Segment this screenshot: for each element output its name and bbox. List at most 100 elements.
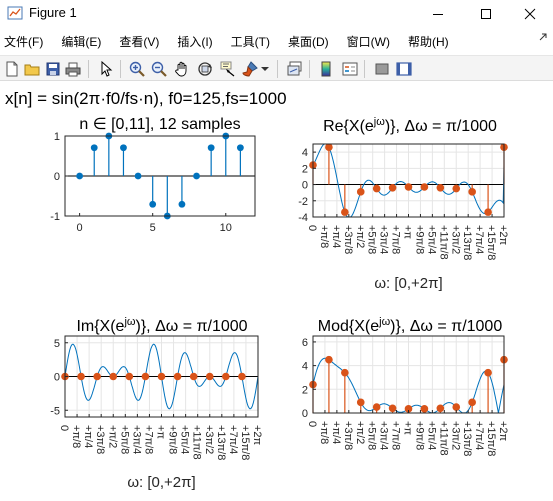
figure-canvas[interactable]: x[n] = sin(2π·f0/fs·n), f0=125,fs=1000 n… [0, 82, 553, 501]
stem-marker [157, 372, 166, 381]
stem-marker [205, 372, 214, 381]
maximize-button[interactable] [463, 0, 509, 27]
x-tick-label: +π/2 [354, 225, 366, 248]
toolbar-separator [120, 60, 121, 78]
stem-marker [372, 184, 381, 193]
save-button[interactable] [43, 59, 63, 79]
x-tick-label: +13π/8 [461, 225, 473, 260]
menu-window[interactable]: 窗口(W) [346, 34, 390, 49]
x-tick-label: +π/4 [82, 425, 94, 448]
menu-edit[interactable]: 编辑(E) [61, 34, 102, 49]
dock-arrow-icon[interactable] [538, 32, 548, 42]
menu-file[interactable]: 文件(F) [4, 34, 44, 49]
print-button[interactable] [63, 59, 83, 79]
rotate-3d-icon [198, 62, 212, 76]
menu-desktop[interactable]: 桌面(D) [287, 34, 329, 49]
toolbar-separator [364, 60, 365, 78]
y-tick-label: 5 [54, 338, 60, 350]
stem-marker [484, 368, 492, 377]
show-plot-tools-icon [396, 62, 412, 76]
x-tick-label: +9π/8 [413, 225, 425, 254]
zoom-in-button[interactable] [127, 59, 147, 79]
stem-marker [436, 404, 445, 413]
y-tick-label: -2 [298, 196, 308, 208]
x-tick-label: +3π/4 [378, 225, 390, 254]
stem-marker [236, 144, 244, 152]
stem-marker [90, 144, 98, 152]
show-plot-tools-button[interactable] [394, 59, 414, 79]
window-title: Figure 1 [29, 5, 77, 20]
toolbar-separator [88, 60, 89, 78]
y-tick-label: 2 [302, 163, 308, 175]
stem-marker [372, 403, 381, 411]
y-tick-label: 0 [54, 372, 60, 384]
pointer-button[interactable] [96, 59, 116, 79]
y-tick-label: -4 [298, 212, 308, 224]
zoom-out-button[interactable] [149, 59, 169, 79]
x-tick-label: +9π/8 [413, 421, 425, 450]
menu-bar: 文件(F) 编辑(E) 查看(V) 插入(I) 工具(T) 桌面(D) 窗口(W… [0, 30, 553, 52]
rotate-3d-button[interactable] [195, 59, 215, 79]
stem-marker [178, 200, 186, 208]
x-tick-label: +7π/4 [473, 225, 485, 254]
figure-axes-area[interactable]: x[n] = sin(2π·f0/fs·n), f0=125,fs=1000 n… [0, 82, 553, 501]
hide-plot-tools-button[interactable] [372, 59, 392, 79]
x-tick-label: 0 [58, 425, 70, 431]
x-tick-label: +15π/8 [239, 425, 251, 460]
stem-marker [341, 208, 349, 216]
stem-marker [484, 208, 492, 216]
menu-tools[interactable]: 工具(T) [230, 34, 270, 49]
x-tick-label: +π/8 [318, 225, 330, 248]
maximize-icon [481, 8, 491, 19]
x-tick-label: +7π/4 [473, 421, 485, 450]
x-tick-label: +2π [497, 421, 509, 442]
stem-marker [325, 355, 333, 364]
stem-marker [341, 368, 349, 377]
legend-icon [342, 62, 358, 76]
stem-marker [388, 184, 397, 192]
x-tick-label: +π/2 [354, 421, 366, 444]
brush-button[interactable] [240, 59, 260, 79]
x-tick-label: +7π/8 [390, 225, 402, 254]
x-tick-label: +15π/8 [485, 225, 497, 260]
close-button[interactable] [507, 0, 553, 27]
menu-insert[interactable]: 插入(I) [177, 34, 213, 49]
y-tick-label: 0 [302, 180, 308, 192]
link-plot-button[interactable] [285, 59, 305, 79]
x-tick-label: +7π/8 [142, 425, 154, 454]
stem-marker [420, 405, 429, 413]
minimize-button[interactable] [415, 0, 461, 27]
insert-colorbar-button[interactable] [316, 59, 336, 79]
x-tick-label: +11π/8 [437, 225, 449, 260]
stem-marker [109, 372, 118, 381]
toolbar-separator [309, 60, 310, 78]
x-tick-label: +7π/4 [227, 425, 239, 454]
stem-marker [420, 183, 429, 191]
stem-marker [356, 188, 365, 196]
pan-button[interactable] [172, 59, 192, 79]
x-tick-label: 0 [306, 421, 318, 427]
x-tick-label: +13π/8 [461, 421, 473, 456]
new-figure-button[interactable] [2, 59, 22, 79]
x-tick-label: +3π/2 [449, 225, 461, 254]
x-tick-label: 0 [77, 222, 83, 234]
menu-view[interactable]: 查看(V) [119, 34, 160, 49]
menu-help[interactable]: 帮助(H) [407, 34, 449, 49]
stem-marker [356, 398, 365, 407]
open-file-icon [24, 64, 40, 76]
stem-marker [134, 172, 142, 180]
data-cursor-button[interactable] [218, 59, 238, 79]
stem-marker [238, 372, 246, 381]
data-cursor-icon [220, 61, 235, 77]
x-tick-label: +π/8 [318, 421, 330, 444]
insert-legend-button[interactable] [340, 59, 360, 79]
open-file-button[interactable] [22, 59, 42, 79]
brush-dropdown-button[interactable] [260, 59, 270, 79]
new-figure-icon [6, 61, 18, 77]
x-tick-label: +3π/2 [449, 421, 461, 450]
y-tick-label: -1 [50, 211, 60, 223]
stem-marker [173, 372, 182, 381]
